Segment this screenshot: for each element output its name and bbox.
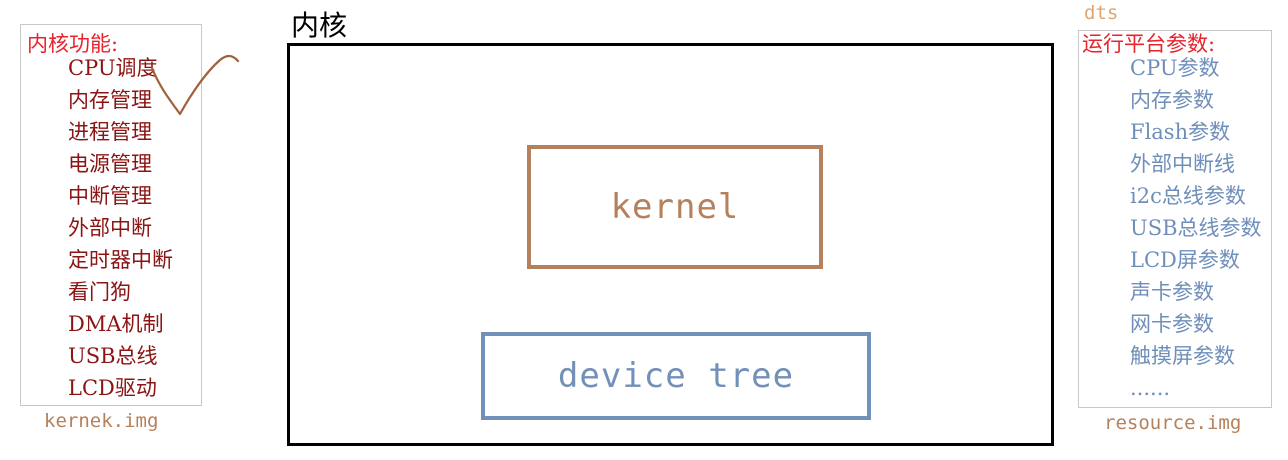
kernel-box-label: kernel — [610, 187, 740, 227]
kernel-feature-item: 电源管理 — [68, 152, 152, 176]
platform-param-item: i2c总线参数 — [1130, 184, 1246, 208]
platform-param-item: 内存参数 — [1130, 88, 1214, 112]
kernel-box: kernel — [527, 145, 823, 269]
kernel-image-caption: kernek.img — [44, 410, 159, 432]
kernel-feature-item: 进程管理 — [68, 120, 152, 144]
kernel-features-list: CPU调度 内存管理 进程管理 电源管理 中断管理 外部中断 定时器中断 看门狗… — [68, 52, 173, 404]
dts-label: dts — [1084, 2, 1119, 24]
checkmark-icon — [150, 54, 240, 116]
platform-param-item: CPU参数 — [1130, 56, 1220, 80]
kernel-feature-item: 内存管理 — [68, 88, 152, 112]
platform-param-item: 声卡参数 — [1130, 280, 1214, 304]
kernel-frame — [287, 43, 1054, 446]
platform-params-list: CPU参数 内存参数 Flash参数 外部中断线 i2c总线参数 USB总线参数… — [1130, 52, 1262, 404]
kernel-feature-item: 外部中断 — [68, 216, 152, 240]
platform-params-heading: 运行平台参数: — [1082, 32, 1216, 56]
platform-params-panel — [1078, 30, 1272, 408]
platform-param-item: Flash参数 — [1130, 120, 1231, 144]
platform-param-item: USB总线参数 — [1130, 216, 1262, 240]
platform-param-item: ...... — [1130, 376, 1171, 400]
kernel-feature-item: LCD驱动 — [68, 376, 157, 400]
kernel-features-panel — [20, 24, 202, 406]
platform-param-item: 网卡参数 — [1130, 312, 1214, 336]
kernel-title: 内核 — [291, 9, 348, 42]
kernel-features-heading: 内核功能: — [27, 32, 119, 56]
kernel-feature-item: 看门狗 — [68, 280, 131, 304]
kernel-feature-item: DMA机制 — [68, 312, 164, 336]
resource-image-caption: resource.img — [1104, 412, 1242, 434]
kernel-feature-item: CPU调度 — [68, 56, 158, 80]
platform-param-item: 外部中断线 — [1130, 152, 1235, 176]
kernel-feature-item: 中断管理 — [68, 184, 152, 208]
kernel-feature-item: 定时器中断 — [68, 248, 173, 272]
device-tree-box: device tree — [481, 332, 871, 420]
platform-param-item: LCD屏参数 — [1130, 248, 1240, 272]
device-tree-box-label: device tree — [557, 356, 795, 396]
platform-param-item: 触摸屏参数 — [1130, 344, 1235, 368]
kernel-feature-item: USB总线 — [68, 344, 158, 368]
